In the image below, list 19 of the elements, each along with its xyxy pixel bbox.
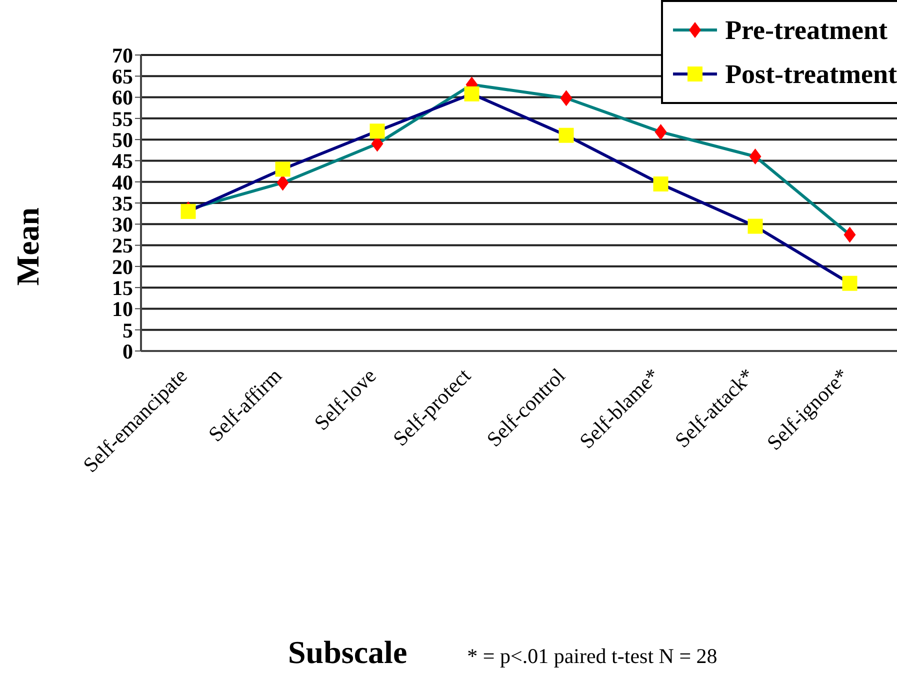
y-tick-label: 70: [112, 43, 133, 68]
point: [276, 174, 289, 191]
point: [464, 86, 480, 102]
point: [842, 276, 858, 291]
point: [748, 218, 763, 234]
point: [275, 162, 290, 177]
point: [558, 128, 574, 143]
legend-label: Pre-treatment: [725, 14, 888, 46]
point: [180, 204, 196, 219]
point: [749, 148, 762, 164]
point: [653, 176, 668, 192]
point: [654, 124, 667, 140]
y-axis-title: Mean: [10, 206, 46, 286]
text: * = p<.01 paired t-test N = 28: [467, 644, 718, 669]
point: [370, 124, 385, 139]
x-axis-title: Subscale: [288, 634, 408, 671]
legend-label: Post-treatment: [725, 58, 897, 90]
point: [560, 90, 572, 106]
point: [844, 226, 856, 243]
